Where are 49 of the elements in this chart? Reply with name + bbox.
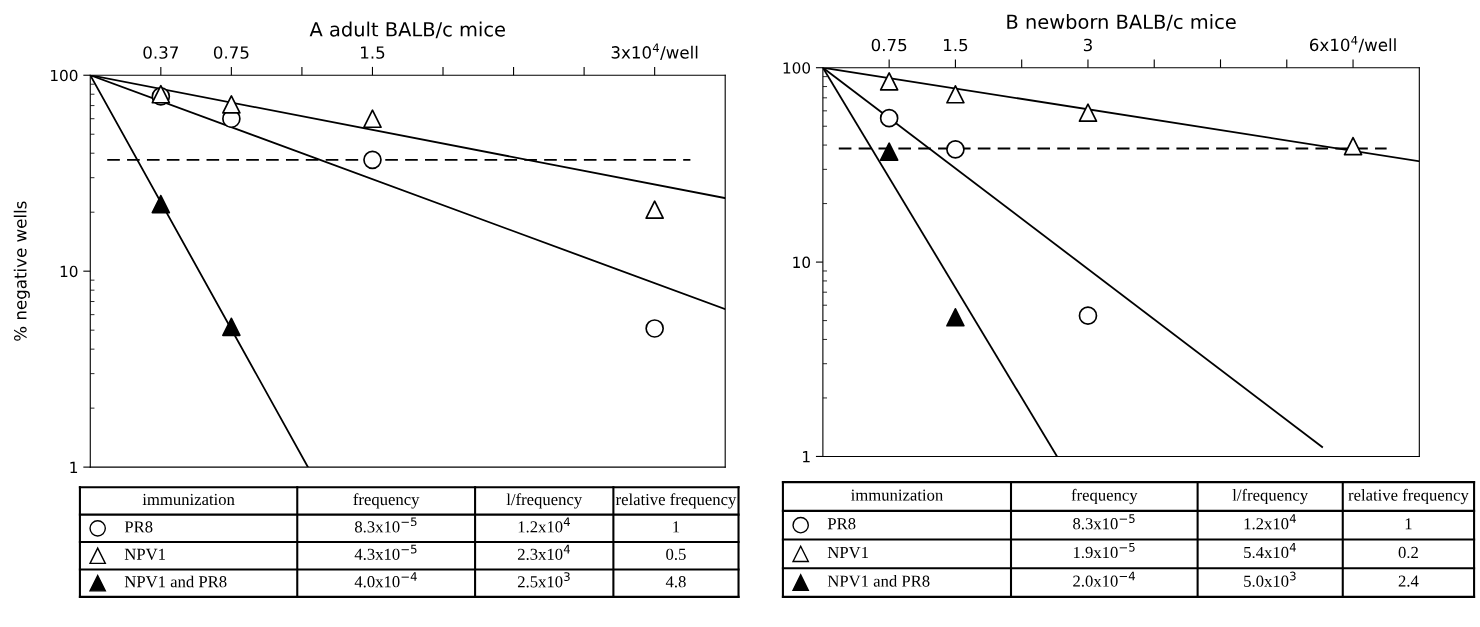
text: frequency: [1071, 488, 1138, 505]
text: immunization: [142, 493, 235, 506]
text: 1: [673, 521, 680, 533]
y-tick-label: 10: [793, 256, 811, 269]
x-tick-label: 3: [1083, 38, 1092, 52]
y-tick-label: 10: [60, 265, 78, 278]
x-tick-label: 0.75: [213, 46, 249, 59]
text: 4.0x10$^{−4}$: [354, 572, 417, 588]
legend-label: NPV1: [124, 548, 165, 561]
x-tick-label: 0.37: [143, 46, 178, 59]
text: 1.2x10$^{4}$: [518, 517, 570, 533]
text: 1.2x10$^{4}$: [1244, 514, 1296, 530]
chart-title: B newborn BALB/c mice: [1007, 14, 1236, 31]
y-tick-label: 100: [50, 69, 78, 82]
text: 0.5: [666, 548, 686, 560]
text: l/frequency: [1232, 488, 1309, 505]
x-tick-label: 6x10$^{4}$/well: [1309, 36, 1396, 53]
legend-label: NPV1 and PR8: [827, 575, 930, 587]
text: 2.4: [1398, 575, 1419, 587]
legend-label: NPV1 and PR8: [124, 575, 227, 588]
text: 5.4x10$^{4}$: [1244, 542, 1296, 559]
x-tick-label: 0.75: [871, 38, 907, 52]
text: relative frequency: [1348, 488, 1469, 505]
text: 2.5x10$^{3}$: [517, 572, 570, 588]
text: 5.0x10$^{3}$: [1244, 571, 1296, 587]
text: relative frequency: [615, 493, 737, 509]
legend-label: PR8: [827, 518, 856, 530]
text: 1.9x10$^{−5}$: [1073, 542, 1135, 559]
text: immunization: [851, 489, 943, 501]
y-axis-title: % negative wells: [13, 201, 30, 341]
x-tick-label: 1.5: [944, 38, 968, 52]
text: 8.3x10$^{−5}$: [1073, 514, 1135, 530]
legend-label: NPV1: [827, 546, 868, 559]
text: 1: [1405, 518, 1412, 530]
y-tick-label: 100: [783, 62, 811, 74]
text: 4.8: [665, 576, 686, 588]
x-tick-label: 1.5: [361, 46, 385, 59]
text: 2.3x10$^{4}$: [517, 544, 570, 560]
text: 4.3x10$^{−5}$: [354, 544, 417, 560]
chart-title: A adult BALB/c mice: [309, 21, 505, 39]
y-tick-label: 1: [70, 461, 78, 473]
y-tick-label: 1: [803, 451, 810, 463]
text: 2.0x10$^{−4}$: [1073, 571, 1136, 587]
legend-label: PR8: [124, 521, 153, 533]
text: 8.3x10$^{−5}$: [354, 517, 417, 533]
text: l/frequency: [506, 493, 583, 509]
x-tick-label: 3x10$^{4}$/well: [611, 43, 698, 61]
text: 0.2: [1398, 546, 1418, 559]
text: frequency: [353, 493, 420, 509]
